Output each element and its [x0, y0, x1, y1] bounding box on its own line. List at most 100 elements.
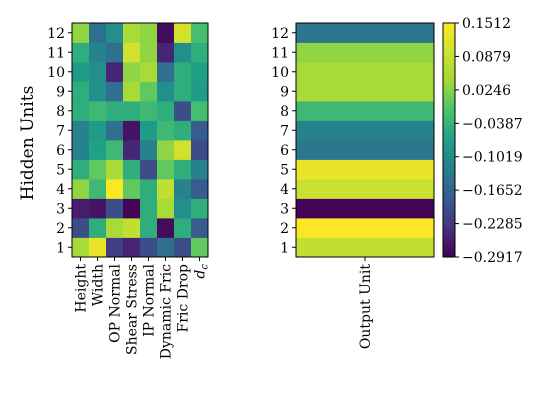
right-y-tick-label-2: 2	[280, 221, 289, 237]
left-cell-6-5	[140, 140, 158, 160]
colorbar-tick-label-1: 0.1512	[462, 16, 511, 32]
left-cell-1-1	[72, 237, 90, 258]
left-cell-4-7	[174, 179, 192, 199]
right-y-tick-label-7: 7	[280, 123, 289, 139]
left-cell-8-4	[123, 101, 141, 121]
left-x-tick-label-8: dc	[193, 264, 211, 279]
left-cell-11-7	[174, 42, 192, 63]
left-cell-10-3	[106, 62, 124, 82]
left-cell-3-3	[106, 198, 124, 219]
right-y-tick-label-10: 10	[271, 65, 289, 81]
left-cell-8-1	[72, 101, 90, 121]
left-x-tick-label-3: OP Normal	[108, 263, 124, 342]
left-cell-3-8	[191, 198, 209, 219]
right-cell-1-1	[296, 237, 435, 258]
left-y-tick-label-3: 3	[56, 201, 65, 217]
left-cell-11-2	[89, 42, 107, 63]
left-cell-7-6	[157, 120, 175, 141]
left-y-tick-label-11: 11	[47, 45, 65, 61]
left-cell-5-6	[157, 159, 175, 180]
left-cell-4-6	[157, 179, 175, 199]
left-cell-2-4	[123, 218, 141, 238]
left-y-tick-label-7: 7	[56, 123, 65, 139]
left-cell-2-2	[89, 218, 107, 238]
left-cell-10-1	[72, 62, 90, 82]
left-cell-11-6	[157, 42, 175, 63]
left-cell-1-6	[157, 237, 175, 258]
left-y-tick-label-6: 6	[56, 143, 65, 159]
left-y-tick-label-1: 1	[56, 240, 65, 256]
left-cell-11-8	[191, 42, 209, 63]
left-y-tick-label-8: 8	[56, 104, 65, 120]
left-cell-8-5	[140, 101, 158, 121]
left-cell-12-7	[174, 23, 192, 43]
right-y-tick-label-4: 4	[280, 182, 289, 198]
left-y-tick-label-4: 4	[56, 182, 65, 198]
colorbar-gradient	[443, 23, 455, 257]
left-cell-2-8	[191, 218, 209, 238]
left-x-tick-label-6: Dynamic Fric	[159, 264, 175, 359]
left-cell-6-1	[72, 140, 90, 160]
colorbar: 0.1512 0.0879 0.0246 −0.0387 −0.1019 −0.1652 −…	[442, 16, 523, 266]
left-cell-6-2	[89, 140, 107, 160]
left-cell-10-2	[89, 62, 107, 82]
left-cell-12-5	[140, 23, 158, 43]
left-cell-1-5	[140, 237, 158, 258]
left-cell-4-3	[106, 179, 124, 199]
left-cell-5-7	[174, 159, 192, 180]
left-cell-5-2	[89, 159, 107, 180]
right-y-tick-label-9: 9	[280, 84, 289, 100]
left-cell-6-8	[191, 140, 209, 160]
left-x-tick-label-1: Height	[74, 264, 90, 313]
right-y-tick-label-11: 11	[271, 45, 289, 61]
left-cell-9-4	[123, 81, 141, 102]
y-axis-label: Hidden Units	[18, 86, 38, 201]
colorbar-tick-label-3: 0.0246	[462, 83, 511, 99]
right-cell-9-1	[296, 81, 435, 102]
left-cell-8-2	[89, 101, 107, 121]
left-cell-2-1	[72, 218, 90, 238]
colorbar-tick-label-4: −0.0387	[462, 116, 523, 132]
left-y-tick-label-10: 10	[47, 65, 65, 81]
right-cell-12-1	[296, 23, 435, 43]
left-cell-10-5	[140, 62, 158, 82]
left-cell-9-1	[72, 81, 90, 102]
left-cell-3-5	[140, 198, 158, 219]
left-x-tick-label-4: Shear Stress	[125, 264, 141, 355]
left-cell-7-7	[174, 120, 192, 141]
left-cell-1-4	[123, 237, 141, 258]
right-cell-4-1	[296, 179, 435, 199]
left-cell-11-4	[123, 42, 141, 63]
left-cell-9-7	[174, 81, 192, 102]
right-cell-8-1	[296, 101, 435, 121]
right-y-tick-label-3: 3	[280, 201, 289, 217]
right-cell-5-1	[296, 159, 435, 180]
right-cell-11-1	[296, 42, 435, 63]
right-cell-2-1	[296, 218, 435, 238]
left-cell-12-8	[191, 23, 209, 43]
left-cell-9-8	[191, 81, 209, 102]
left-cell-11-5	[140, 42, 158, 63]
left-cell-5-1	[72, 159, 90, 180]
left-y-tick-label-12: 12	[47, 26, 65, 42]
left-cell-6-6	[157, 140, 175, 160]
left-cell-5-8	[191, 159, 209, 180]
left-cell-1-7	[174, 237, 192, 258]
left-cell-11-3	[106, 42, 124, 63]
left-cell-2-6	[157, 218, 175, 238]
left-y-tick-label-5: 5	[56, 162, 65, 178]
left-cell-3-1	[72, 198, 90, 219]
colorbar-tick-label-5: −0.1019	[462, 150, 523, 166]
left-x-tick-label-2: Width	[91, 264, 107, 306]
left-cell-12-6	[157, 23, 175, 43]
left-cell-10-4	[123, 62, 141, 82]
left-y-tick-label-9: 9	[56, 84, 65, 100]
left-cell-4-5	[140, 179, 158, 199]
left-cell-7-8	[191, 120, 209, 141]
left-cell-1-3	[106, 237, 124, 258]
left-cell-3-7	[174, 198, 192, 219]
left-cell-7-2	[89, 120, 107, 141]
